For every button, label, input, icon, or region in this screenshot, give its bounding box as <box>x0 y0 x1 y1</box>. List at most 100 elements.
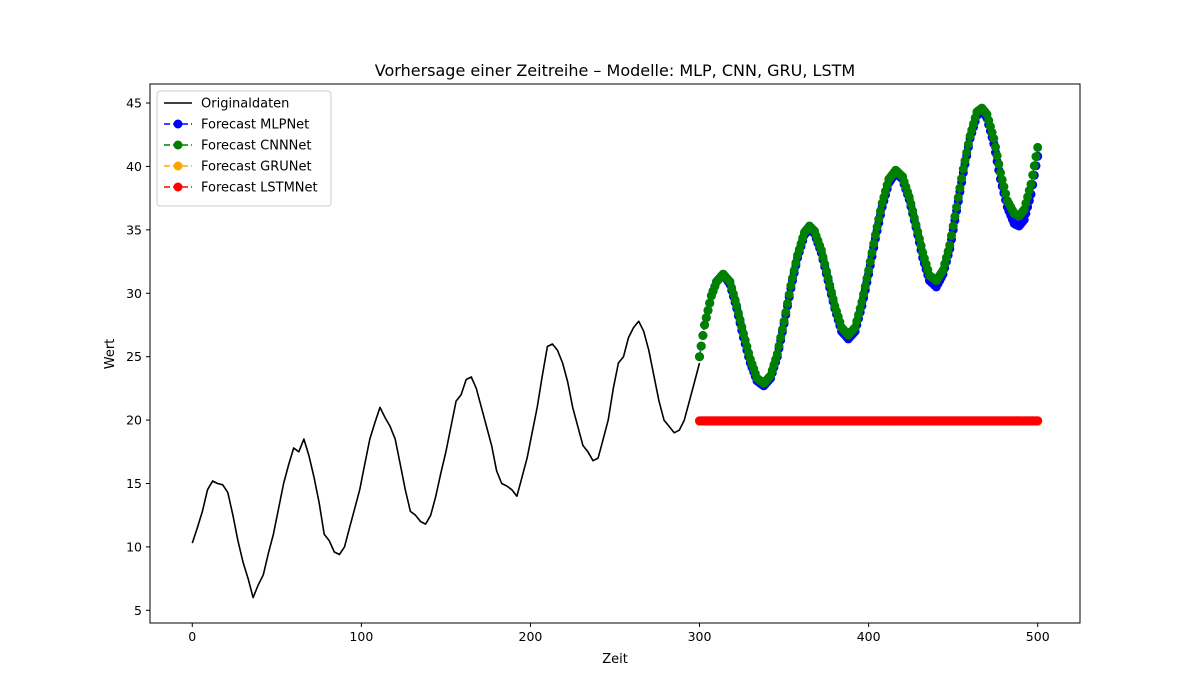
data-point <box>825 280 835 290</box>
data-point <box>776 333 786 343</box>
data-point <box>914 234 924 244</box>
legend-box <box>156 90 332 207</box>
data-point <box>916 241 926 251</box>
data-point <box>904 192 914 202</box>
data-point <box>874 214 884 224</box>
plot-area <box>191 103 1043 599</box>
y-tick-label: 25 <box>126 349 142 364</box>
data-point <box>695 352 704 362</box>
y-tick-label: 45 <box>126 96 142 111</box>
data-point <box>1029 161 1039 171</box>
data-point <box>703 305 713 315</box>
data-point <box>860 281 870 291</box>
data-point <box>957 174 967 183</box>
data-point <box>953 193 963 202</box>
legend-entry-forecast-lstmnet: Forecast LSTMNet <box>164 181 318 196</box>
data-point <box>816 245 826 255</box>
legend-entry-originaldaten: Originaldaten <box>164 97 289 112</box>
y-tick-label: 40 <box>126 159 142 174</box>
data-point <box>952 202 962 212</box>
data-point <box>859 289 869 299</box>
data-point <box>950 212 960 221</box>
data-point <box>857 297 867 307</box>
data-point <box>996 168 1005 178</box>
data-point <box>791 258 801 268</box>
data-point <box>876 206 885 216</box>
series-forecast-cnnnet <box>695 103 1043 388</box>
y-tick-label: 30 <box>126 286 142 301</box>
data-point <box>948 221 958 231</box>
data-point <box>789 265 799 275</box>
data-point <box>779 316 789 326</box>
data-point <box>869 239 879 249</box>
legend-label: Originaldaten <box>201 97 289 112</box>
data-point <box>828 294 838 304</box>
legend-swatch-marker <box>173 182 183 192</box>
y-tick-label: 35 <box>126 222 142 237</box>
data-point <box>705 298 715 308</box>
data-point <box>772 349 782 359</box>
legend-swatch-marker <box>173 161 183 171</box>
data-point <box>963 139 973 149</box>
axes: 0 100 200 300 400 500 5 10 15 20 25 30 35 40 45 <box>126 96 1050 644</box>
y-tick-label: 20 <box>126 413 142 428</box>
plot-frame <box>149 83 1081 624</box>
data-point <box>870 230 880 240</box>
data-point <box>783 298 792 308</box>
data-point <box>826 287 836 297</box>
data-point <box>906 199 916 209</box>
data-point <box>999 182 1009 192</box>
x-tick-label: 400 <box>857 629 881 644</box>
x-tick-label: 0 <box>188 629 196 644</box>
data-point <box>700 320 710 330</box>
y-tick-label: 10 <box>126 539 142 554</box>
y-tick-label: 15 <box>126 476 142 491</box>
data-point <box>774 341 784 351</box>
legend-entry-forecast-cnnnet: Forecast CNNNet <box>164 139 312 154</box>
data-point <box>867 248 877 258</box>
data-point <box>947 231 956 241</box>
series-forecast-lstmnet <box>695 416 1043 426</box>
legend-entry-forecast-grunet: Forecast GRUNet <box>164 160 312 175</box>
data-point <box>1001 189 1011 199</box>
x-tick-label: 300 <box>688 629 712 644</box>
legend-swatch-marker <box>173 140 183 150</box>
data-point <box>992 151 1002 161</box>
y-axis-label: Wert <box>103 339 118 370</box>
legend-entry-forecast-mlpnet: Forecast MLPNet <box>164 118 309 133</box>
legend-label: Forecast LSTMNet <box>201 181 318 196</box>
legend-swatch-marker <box>173 119 183 129</box>
x-tick-label: 200 <box>519 629 543 644</box>
data-point <box>701 313 711 323</box>
data-point <box>872 222 882 232</box>
data-point <box>958 164 968 174</box>
data-point <box>962 148 972 157</box>
data-point <box>821 266 831 276</box>
data-point <box>994 159 1004 169</box>
data-point <box>732 301 742 311</box>
data-point <box>823 273 833 283</box>
data-point <box>909 213 919 223</box>
data-point <box>955 183 965 193</box>
legend-label: Forecast CNNNet <box>201 139 312 154</box>
data-point <box>945 240 955 250</box>
data-point <box>862 273 872 283</box>
data-point <box>1028 170 1038 180</box>
data-point <box>864 265 874 275</box>
data-point <box>991 142 1000 152</box>
data-point <box>820 259 830 269</box>
data-point <box>784 290 794 299</box>
data-point <box>913 227 923 237</box>
data-point <box>960 156 970 166</box>
x-tick-label: 100 <box>349 629 373 644</box>
data-point <box>1026 179 1036 189</box>
data-point <box>1033 416 1043 426</box>
data-point <box>997 175 1007 185</box>
data-point <box>911 220 921 230</box>
data-point <box>696 341 706 351</box>
chart-title: Vorhersage einer Zeitreihe – Modelle: ML… <box>375 61 855 80</box>
data-point <box>733 308 743 318</box>
x-tick-label: 500 <box>1026 629 1050 644</box>
x-axis-label: Zeit <box>602 652 628 667</box>
